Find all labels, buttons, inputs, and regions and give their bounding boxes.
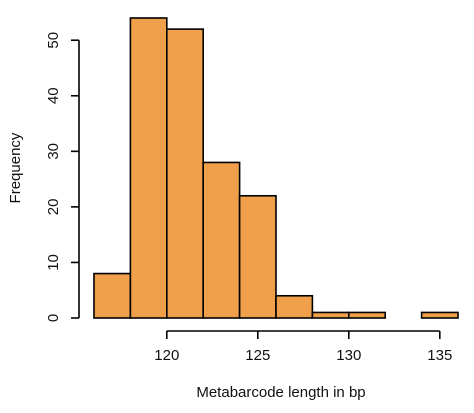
x-axis: 120 125 130 135 bbox=[154, 330, 452, 364]
x-tick-label: 130 bbox=[336, 347, 361, 364]
histogram-bar bbox=[129, 17, 168, 319]
y-tick-label: 30 bbox=[45, 143, 62, 160]
y-axis: 0 10 20 30 40 50 bbox=[45, 32, 80, 322]
x-tick-label: 120 bbox=[154, 347, 179, 364]
histogram-bar bbox=[420, 311, 459, 319]
y-tick-label: 50 bbox=[45, 32, 62, 49]
x-tick-label: 125 bbox=[245, 347, 270, 364]
y-tick-label: 10 bbox=[45, 254, 62, 271]
histogram-bars bbox=[93, 17, 459, 319]
histogram-bar bbox=[202, 161, 241, 319]
histogram-bar bbox=[166, 28, 205, 319]
histogram-bar bbox=[238, 194, 277, 319]
histogram-bar bbox=[347, 311, 386, 319]
x-axis-title: Metabarcode length in bp bbox=[196, 384, 365, 401]
y-tick-label: 0 bbox=[45, 314, 62, 322]
y-axis-title: Frequency bbox=[7, 132, 24, 203]
histogram-bar bbox=[93, 272, 132, 319]
histogram-bar bbox=[275, 294, 314, 319]
x-tick-label: 135 bbox=[427, 347, 452, 364]
y-tick-label: 20 bbox=[45, 199, 62, 216]
y-tick-label: 40 bbox=[45, 87, 62, 104]
histogram-bar bbox=[311, 311, 350, 319]
